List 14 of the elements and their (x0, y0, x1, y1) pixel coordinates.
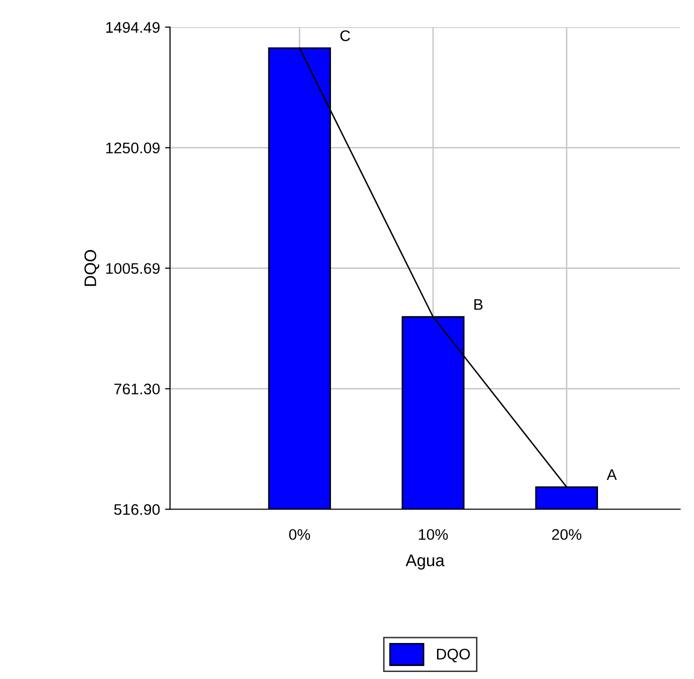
y-tick-label: 516.90 (114, 504, 160, 515)
annotation: C (340, 30, 350, 42)
y-tick-label: 761.30 (114, 384, 160, 394)
x-axis-title: Agua (406, 554, 445, 570)
y-tick-label: 1250.09 (106, 142, 160, 154)
legend-label: DQO (437, 648, 470, 662)
y-tick-label: 1005.69 (106, 263, 160, 274)
y-axis-title: DQO (84, 250, 100, 286)
x-tick-label: 10% (418, 529, 448, 540)
x-tick-label: 0% (289, 529, 310, 540)
y-tick-label: 1494.49 (106, 22, 160, 33)
annotation: B (474, 299, 483, 310)
annotation: A (606, 469, 617, 480)
x-tick-label: 20% (552, 529, 582, 540)
